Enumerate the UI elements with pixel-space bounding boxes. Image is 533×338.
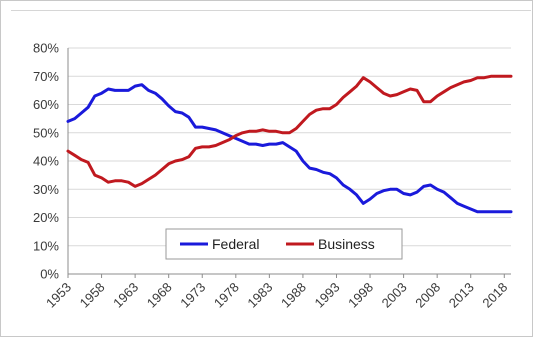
x-tick-label: 1998 <box>345 280 376 311</box>
x-tick-label: 1973 <box>177 280 208 311</box>
y-tick-label: 10% <box>33 238 59 253</box>
x-tick-label: 1953 <box>43 280 74 311</box>
x-axis-tick-labels: 1953 1958 1963 1968 1973 1978 1983 1988 1993 1998… <box>43 280 510 311</box>
x-tick-label: 2003 <box>379 280 410 311</box>
x-tick-label: 2008 <box>412 280 443 311</box>
x-tick-label: 1988 <box>278 280 309 311</box>
x-tick-label: 1968 <box>144 280 175 311</box>
series-line-business <box>66 74 513 188</box>
x-tick-label: 1993 <box>312 280 343 311</box>
series-line-federal <box>66 83 513 214</box>
x-tick-label: 2013 <box>446 280 477 311</box>
legend: Federal Business <box>165 228 403 260</box>
x-tick-label: 2018 <box>479 280 510 311</box>
y-tick-label: 70% <box>33 69 59 84</box>
legend-label-business: Business <box>318 236 375 252</box>
axes <box>67 48 511 278</box>
x-tick-label: 1983 <box>244 280 275 311</box>
y-tick-label: 30% <box>33 182 59 197</box>
y-tick-label: 50% <box>33 125 59 140</box>
legend-label-federal: Federal <box>212 236 259 252</box>
y-tick-label: 40% <box>33 154 59 169</box>
top-divider <box>11 10 531 11</box>
series-lines <box>66 74 513 214</box>
y-tick-label: 20% <box>33 210 59 225</box>
y-tick-label: 80% <box>33 41 59 56</box>
y-tick-label: 0% <box>40 267 59 282</box>
x-tick-label: 1958 <box>77 280 108 311</box>
x-tick-label: 1963 <box>110 280 141 311</box>
y-tick-label: 60% <box>33 97 59 112</box>
y-axis-tick-labels: 0% 10% 20% 30% 40% 50% 60% 70% 80% <box>33 41 59 282</box>
x-tick-label: 1978 <box>211 280 242 311</box>
